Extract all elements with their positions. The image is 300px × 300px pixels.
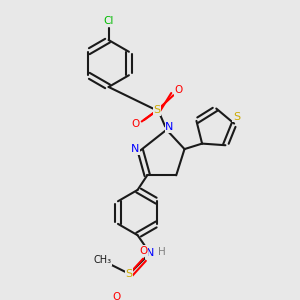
Text: N: N bbox=[146, 248, 154, 258]
Text: S: S bbox=[233, 112, 240, 122]
Text: N: N bbox=[130, 144, 139, 154]
Text: O: O bbox=[174, 85, 183, 95]
Text: O: O bbox=[140, 246, 148, 256]
Text: H: H bbox=[158, 247, 166, 257]
Text: S: S bbox=[126, 269, 133, 279]
Text: S: S bbox=[153, 105, 161, 116]
Text: O: O bbox=[112, 292, 120, 300]
Text: O: O bbox=[131, 119, 140, 129]
Text: CH₃: CH₃ bbox=[93, 255, 111, 265]
Text: N: N bbox=[165, 122, 173, 132]
Text: Cl: Cl bbox=[103, 16, 114, 26]
